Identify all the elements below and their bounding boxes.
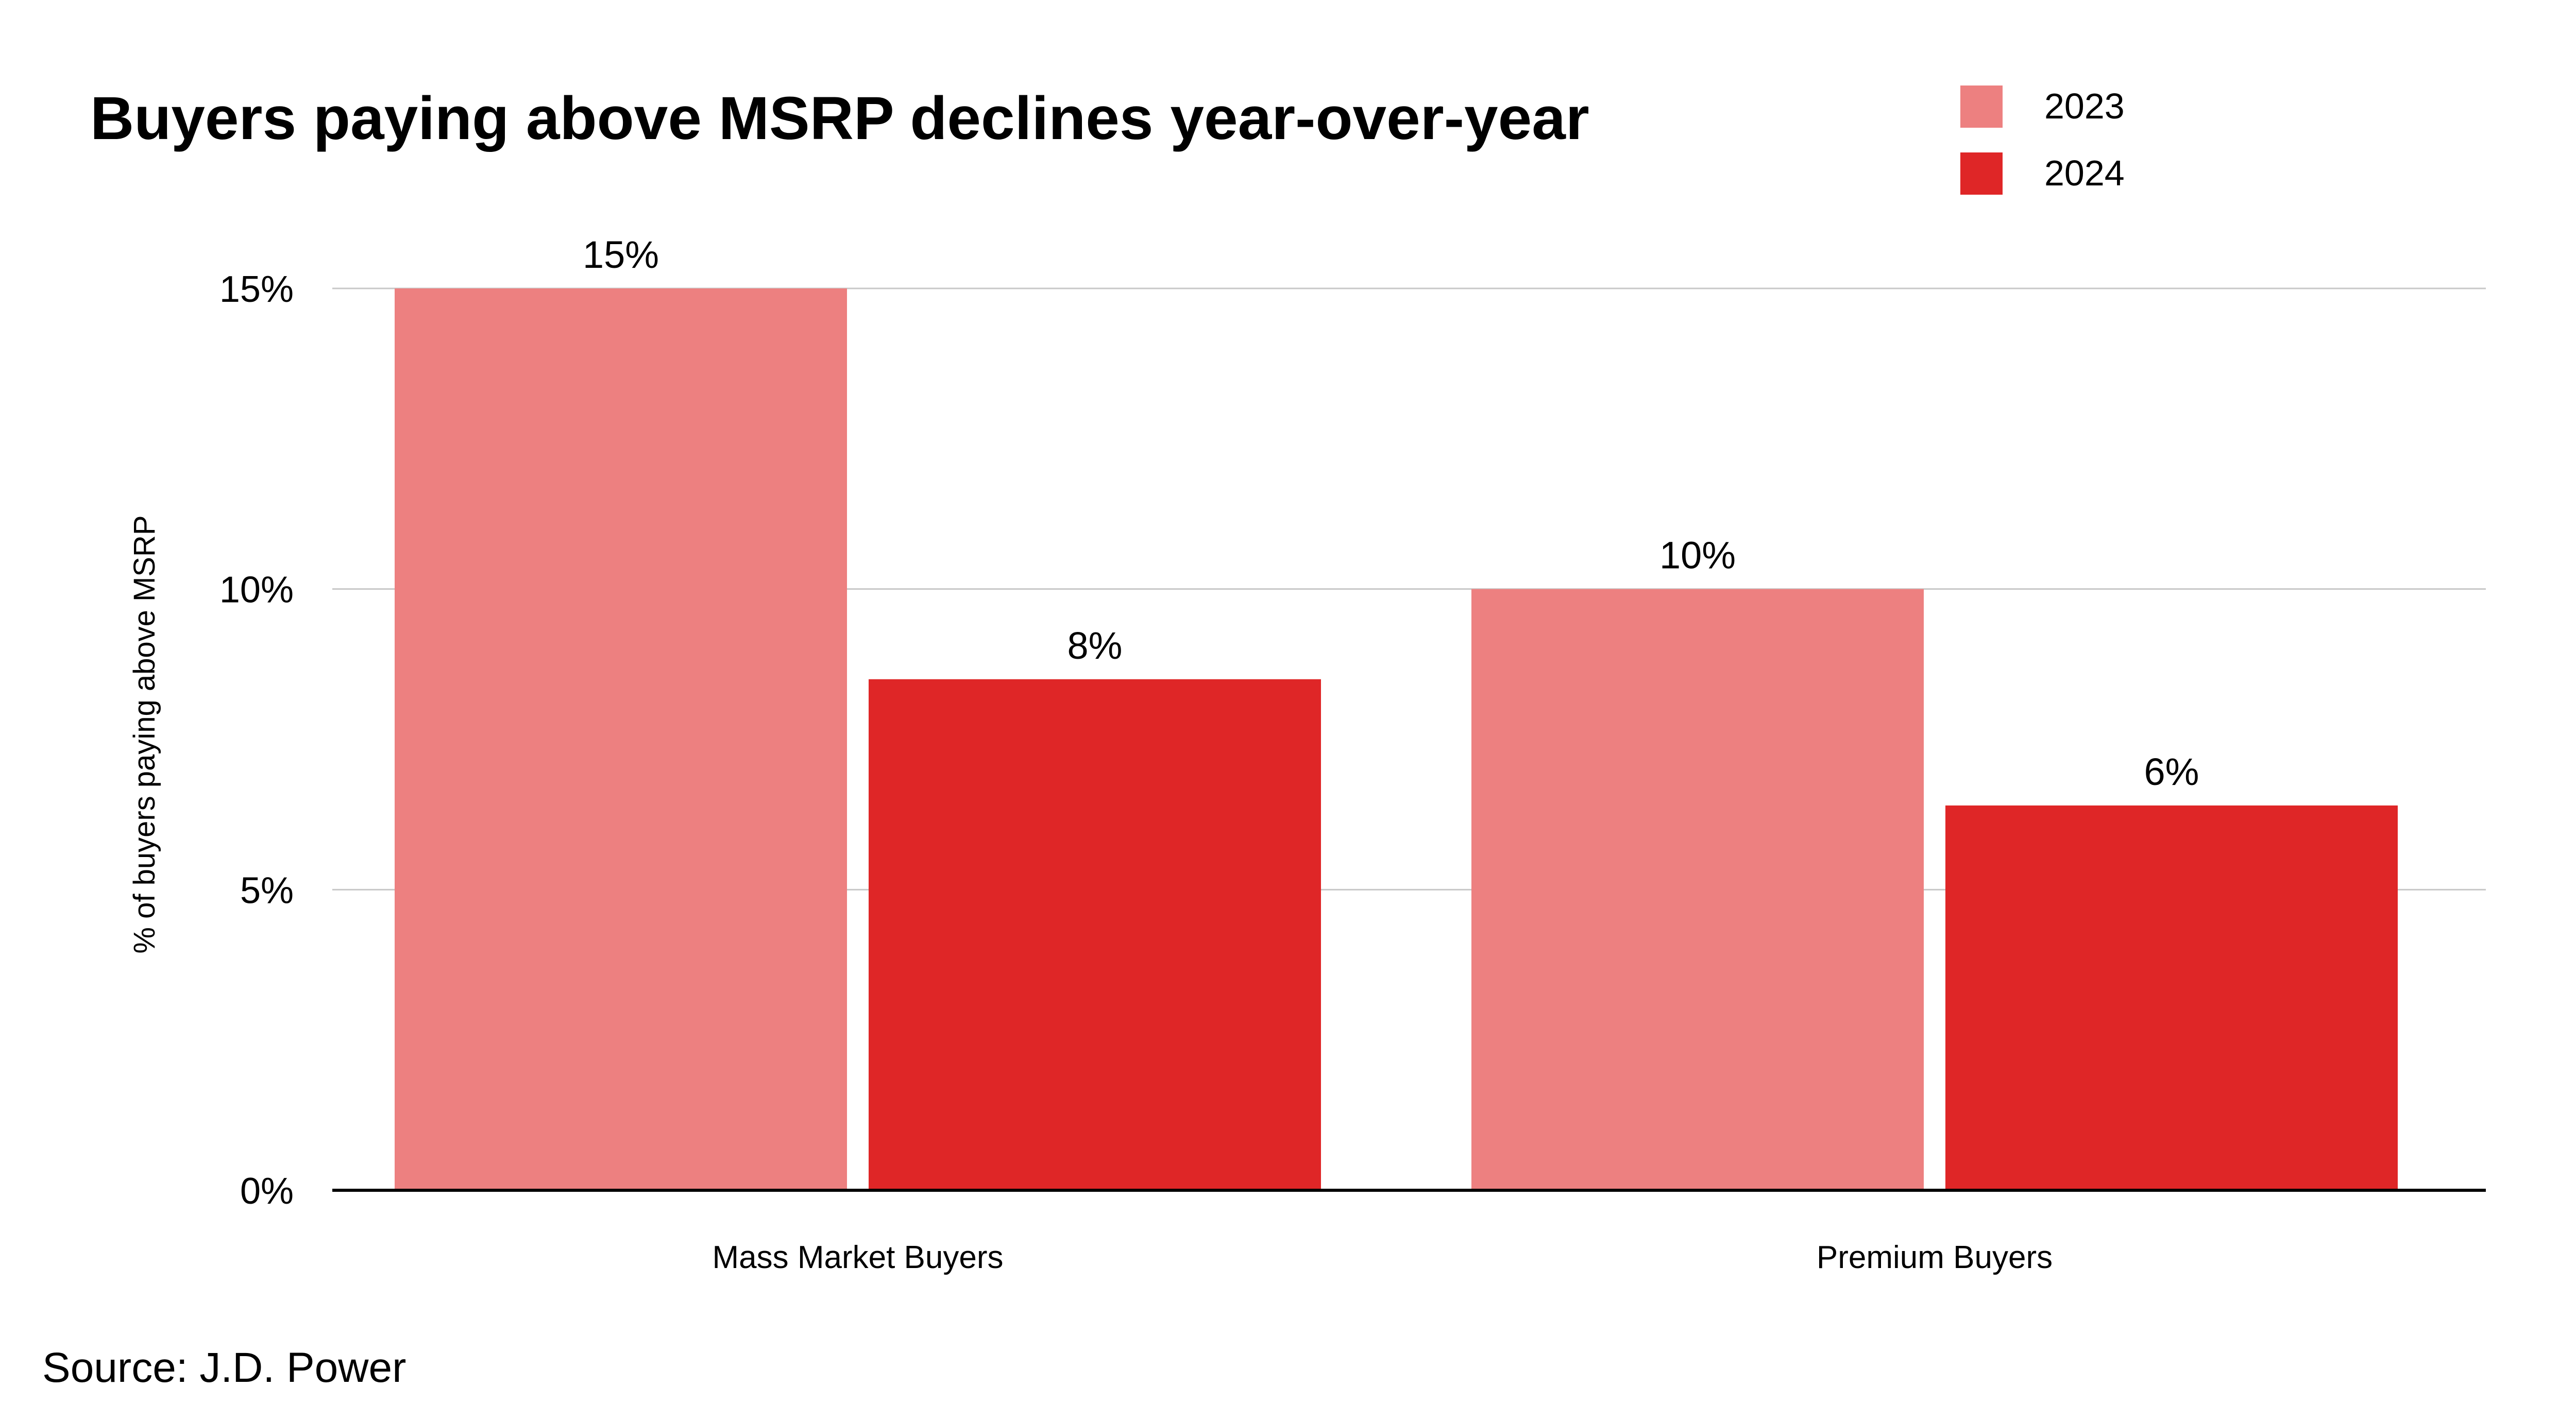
legend: 2023 2024 xyxy=(1960,85,2125,195)
legend-swatch-2023 xyxy=(1960,85,2003,128)
data-label: 15% xyxy=(583,233,659,276)
x-category-label: Premium Buyers xyxy=(1817,1240,2053,1275)
x-category-label: Mass Market Buyers xyxy=(712,1240,1003,1275)
bar-2024-1 xyxy=(1945,805,2398,1190)
source-note: Source: J.D. Power xyxy=(42,1344,406,1391)
y-tick-label: 0% xyxy=(240,1171,294,1212)
y-tick-label: 5% xyxy=(240,870,294,911)
data-label: 6% xyxy=(2144,750,2199,793)
bars xyxy=(395,288,2398,1190)
y-axis-label: % of buyers paying above MSRP xyxy=(128,515,161,953)
data-labels: 15% 8% 10% 6% xyxy=(583,233,2199,793)
legend-swatch-2024 xyxy=(1960,152,2003,195)
x-axis-categories: Mass Market Buyers Premium Buyers xyxy=(712,1240,2053,1275)
data-label: 8% xyxy=(1067,624,1123,667)
y-axis-ticks: 0% 5% 10% 15% xyxy=(219,269,294,1212)
data-label: 10% xyxy=(1659,534,1736,577)
chart-title: Buyers paying above MSRP declines year-o… xyxy=(90,84,1589,152)
bar-2024-0 xyxy=(869,679,1321,1190)
bar-2023-1 xyxy=(1471,589,1924,1190)
y-tick-label: 15% xyxy=(219,269,294,310)
bar-2023-0 xyxy=(395,288,847,1190)
legend-label: 2024 xyxy=(2044,153,2125,193)
legend-label: 2023 xyxy=(2044,86,2125,126)
y-tick-label: 10% xyxy=(219,570,294,611)
